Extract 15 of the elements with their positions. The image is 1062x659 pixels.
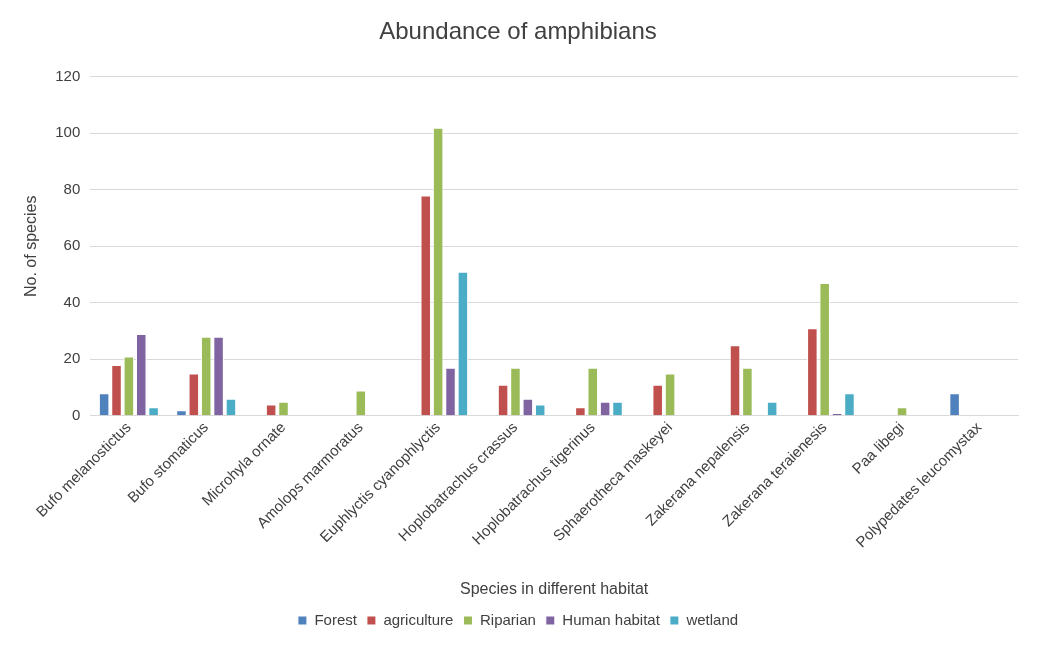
legend-label: Riparian [479, 610, 536, 628]
y-tick-label: 80 [63, 179, 81, 197]
y-axis-title: No. of species [22, 195, 40, 297]
y-tick-label: 100 [55, 123, 81, 141]
y-tick-label: 0 [71, 405, 81, 423]
y-tick-label: 120 [55, 66, 81, 84]
y-tick-label: 40 [63, 292, 81, 310]
legend-label: Forest [314, 610, 358, 628]
legend-label: agriculture [383, 610, 454, 628]
y-tick-label: 20 [63, 349, 81, 367]
x-axis-title: Species in different habitat [459, 579, 649, 597]
legend-label: wetland [685, 610, 739, 628]
legend-label: Human habitat [562, 610, 661, 628]
y-tick-label: 60 [63, 236, 81, 254]
chart-title: Abundance of amphibians [379, 17, 657, 45]
